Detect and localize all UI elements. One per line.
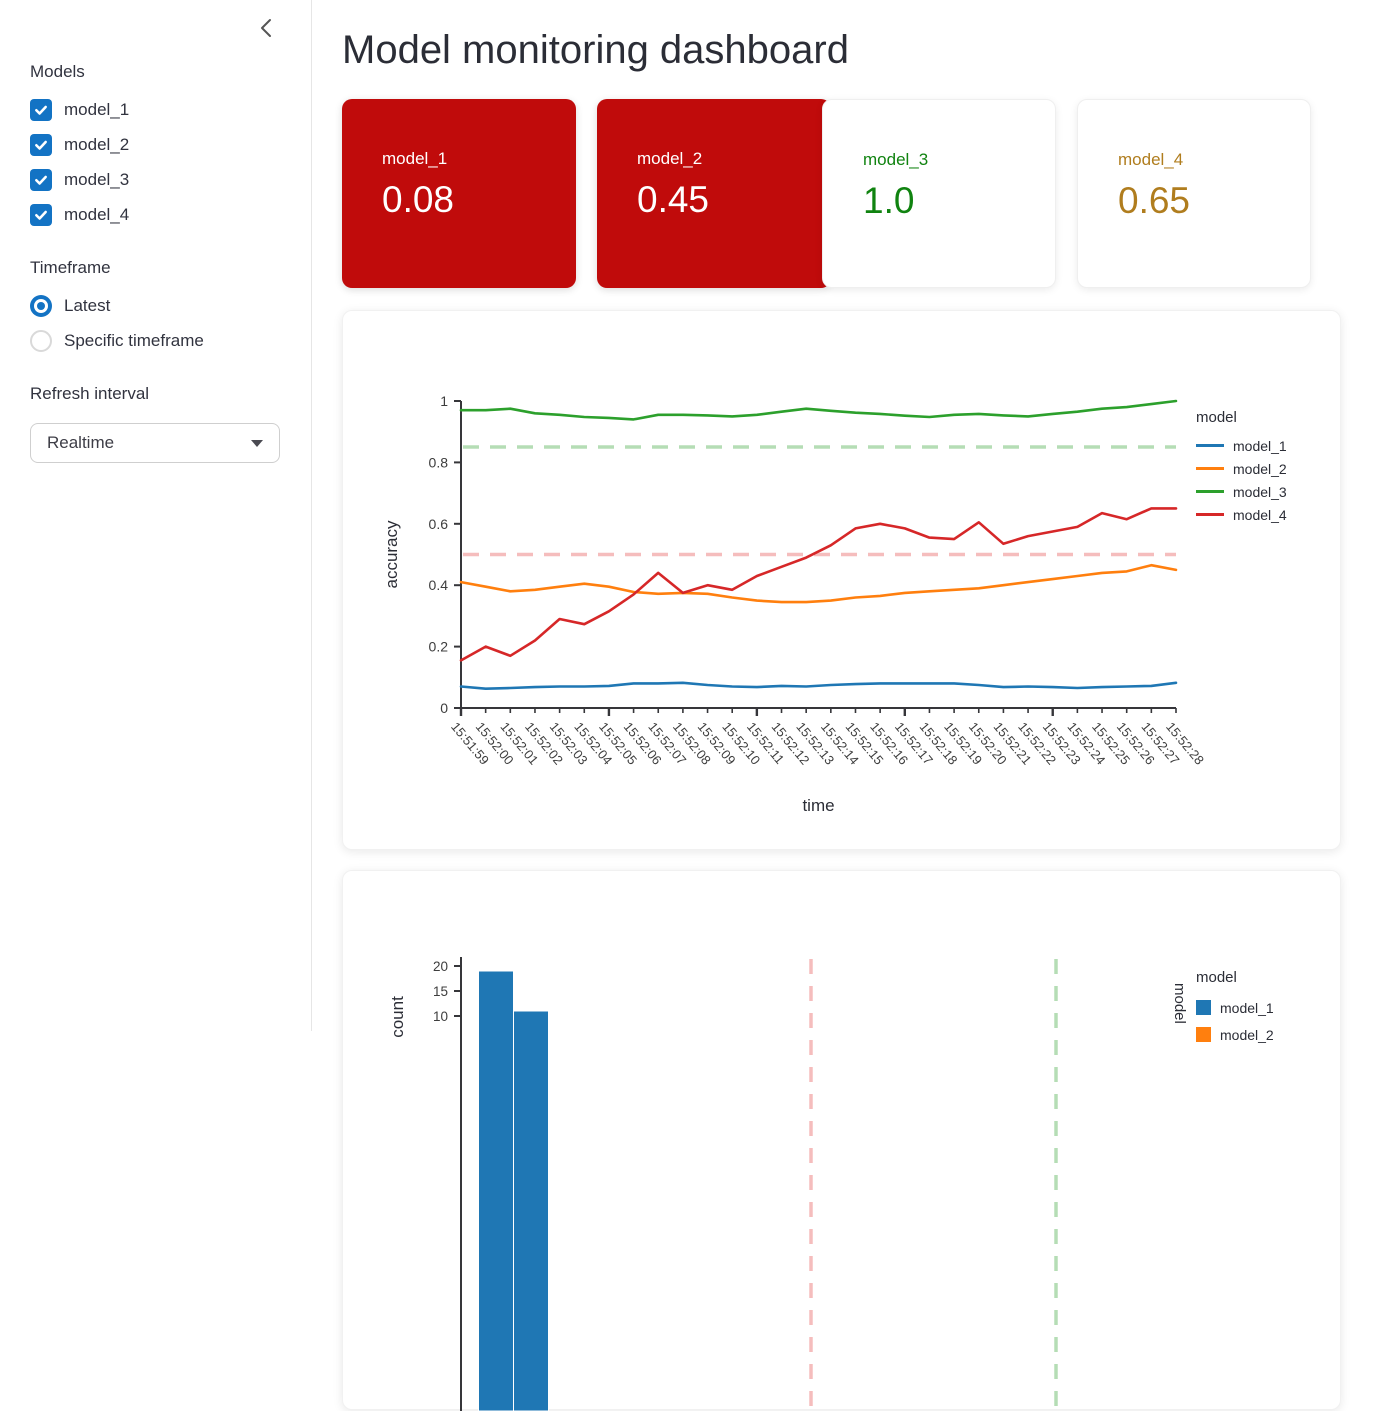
legend-item-model_1[interactable]: model_1 bbox=[1196, 994, 1346, 1021]
legend-title: model bbox=[1196, 409, 1237, 426]
svg-text:0.4: 0.4 bbox=[429, 577, 449, 593]
legend-item-label: model_2 bbox=[1220, 1026, 1274, 1043]
legend-square-swatch bbox=[1196, 1000, 1211, 1015]
svg-text:0.8: 0.8 bbox=[429, 454, 449, 470]
legend-line-swatch bbox=[1196, 444, 1224, 447]
model-1-checkbox[interactable]: model_1 bbox=[30, 99, 129, 121]
legend-item-model_2[interactable]: model_2 bbox=[1196, 1021, 1346, 1048]
svg-text:model: model bbox=[1171, 983, 1188, 1024]
model-4-checkbox[interactable]: model_4 bbox=[30, 204, 129, 226]
legend-line-swatch bbox=[1196, 490, 1224, 493]
radio-selected-icon[interactable] bbox=[30, 295, 52, 317]
refresh-interval-value: Realtime bbox=[47, 433, 115, 452]
page-title: Model monitoring dashboard bbox=[342, 28, 849, 72]
svg-text:0.2: 0.2 bbox=[429, 639, 449, 655]
refresh-interval-label: Refresh interval bbox=[30, 384, 150, 403]
checkbox-label: model_3 bbox=[64, 170, 130, 189]
metric-label: model_1 bbox=[382, 149, 448, 168]
checkbox-label: model_2 bbox=[64, 135, 130, 154]
line-chart-legend: model model_1 model_2 model_3 model_4 bbox=[1196, 409, 1346, 526]
metric-label: model_2 bbox=[637, 149, 703, 168]
legend-item-model_3[interactable]: model_3 bbox=[1196, 480, 1346, 503]
metric-label: model_3 bbox=[863, 150, 929, 169]
metric-value: 0.65 bbox=[1118, 180, 1191, 221]
legend-item-label: model_1 bbox=[1233, 437, 1287, 454]
checkbox-label: model_1 bbox=[64, 100, 130, 119]
radio-label: Specific timeframe bbox=[64, 331, 204, 350]
svg-text:10: 10 bbox=[433, 1009, 448, 1024]
legend-line-swatch bbox=[1196, 513, 1224, 516]
histogram-legend: model model_1 model_2 bbox=[1196, 969, 1346, 1048]
accuracy-line-chart[interactable]: 00.20.40.60.8115:51:5915:52:0015:52:0115… bbox=[343, 311, 1342, 851]
svg-text:0: 0 bbox=[440, 700, 448, 716]
checkbox-checked-icon[interactable] bbox=[30, 134, 52, 156]
legend-item-model_1[interactable]: model_1 bbox=[1196, 434, 1346, 457]
legend-square-swatch bbox=[1196, 1027, 1211, 1042]
legend-item-model_4[interactable]: model_4 bbox=[1196, 503, 1346, 526]
legend-item-label: model_2 bbox=[1233, 460, 1287, 477]
checkbox-checked-icon[interactable] bbox=[30, 169, 52, 191]
legend-line-swatch bbox=[1196, 467, 1224, 470]
model-2-checkbox[interactable]: model_2 bbox=[30, 134, 129, 156]
svg-text:0.6: 0.6 bbox=[429, 516, 449, 532]
radio-unselected-icon[interactable] bbox=[30, 330, 52, 352]
svg-text:15: 15 bbox=[433, 984, 448, 999]
metric-label: model_4 bbox=[1118, 150, 1184, 169]
checkbox-checked-icon[interactable] bbox=[30, 204, 52, 226]
svg-text:1: 1 bbox=[440, 393, 448, 409]
legend-item-label: model_3 bbox=[1233, 483, 1287, 500]
legend-title: model bbox=[1196, 969, 1237, 986]
legend-item-model_2[interactable]: model_2 bbox=[1196, 457, 1346, 480]
metric-value: 0.45 bbox=[637, 179, 710, 220]
metric-card-model-1: model_1 0.08 bbox=[342, 99, 576, 288]
legend-item-label: model_4 bbox=[1233, 506, 1287, 523]
legend-item-label: model_1 bbox=[1220, 999, 1274, 1016]
metric-value: 1.0 bbox=[863, 180, 915, 221]
metric-value: 0.08 bbox=[382, 179, 455, 220]
metric-card-model-4: model_4 0.65 bbox=[1077, 99, 1311, 288]
model-3-checkbox[interactable]: model_3 bbox=[30, 169, 129, 191]
accuracy-line-chart-card: 0 0.2 0.4 0.6 0.8 1 15:51:59 15:52:00 15:52:01 15… bbox=[342, 310, 1341, 850]
timeframe-latest-radio[interactable]: Latest bbox=[30, 295, 110, 317]
checkbox-label: model_4 bbox=[64, 205, 130, 224]
chevron-down-icon bbox=[251, 439, 263, 447]
refresh-interval-select[interactable]: Realtime bbox=[30, 423, 280, 463]
checkbox-checked-icon[interactable] bbox=[30, 99, 52, 121]
radio-label: Latest bbox=[64, 296, 111, 315]
timeframe-specific-radio[interactable]: Specific timeframe bbox=[30, 330, 204, 352]
svg-text:time: time bbox=[802, 796, 834, 815]
sidebar-collapse-button[interactable] bbox=[253, 16, 279, 42]
accuracy-histogram-chart[interactable]: 20 15 10 count model bbox=[343, 871, 1342, 1411]
timeframe-section-label: Timeframe bbox=[30, 258, 111, 277]
accuracy-histogram-card: 20 15 10 count model model model_1 model_2 bbox=[342, 870, 1342, 1411]
metric-card-model-3: model_3 1.0 bbox=[822, 99, 1056, 288]
svg-text:accuracy: accuracy bbox=[382, 520, 401, 589]
sidebar: Models model_1 model_2 model_3 model_4 T… bbox=[0, 0, 312, 1031]
svg-text:20: 20 bbox=[433, 959, 448, 974]
svg-text:count: count bbox=[388, 996, 407, 1038]
models-section-label: Models bbox=[30, 62, 85, 81]
chevron-left-icon bbox=[260, 18, 272, 41]
main-content: Model monitoring dashboard model_1 0.08 … bbox=[312, 0, 1390, 1411]
metric-card-model-2: model_2 0.45 bbox=[597, 99, 831, 288]
